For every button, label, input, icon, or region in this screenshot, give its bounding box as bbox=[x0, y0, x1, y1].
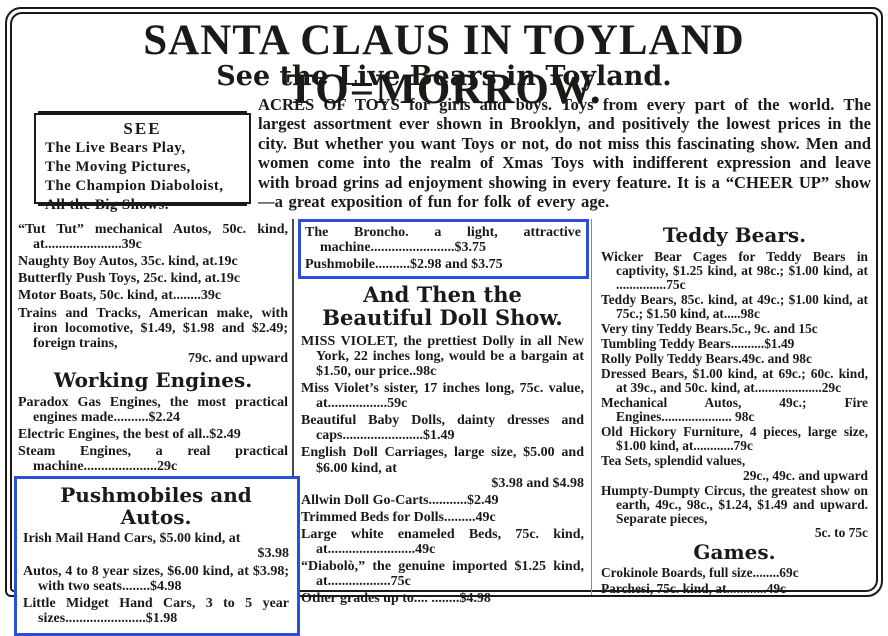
item-text: Allwin Doll Go-Carts...........$2.49 bbox=[301, 492, 499, 508]
item-text: Wicker Bear Cages for Teddy Bears in cap… bbox=[601, 248, 868, 292]
catalog-item: Very tiny Teddy Bears.5c., 9c. and 15c bbox=[601, 320, 868, 336]
see-box-line: The Live Bears Play, bbox=[45, 140, 186, 157]
catalog-item: Trimmed Beds for Dolls.........49c bbox=[301, 510, 584, 525]
see-box-line: The Moving Pictures, bbox=[45, 159, 191, 175]
see-box: SEE The Live Bears Play, The Moving Pict… bbox=[34, 113, 251, 213]
item-text: Dressed Bears, $1.00 kind, at 69c.; 60c.… bbox=[601, 366, 868, 396]
item-text: Beautiful Baby Dolls, dainty dresses and… bbox=[301, 413, 584, 444]
intro-paragraph: ACRES OF TOYS for girls and boys. Toys f… bbox=[258, 95, 871, 212]
catalog-item: Steam Engines, a real practical machine.… bbox=[18, 444, 288, 474]
item-text: Pushmobile..........$2.98 and $3.75 bbox=[305, 257, 503, 273]
item-text: English Doll Carriages, large size, $5.0… bbox=[301, 445, 584, 476]
item-text: Rolly Polly Teddy Bears.49c. and 98c bbox=[601, 351, 812, 367]
catalog-item: Mechanical Autos, 49c.; Fire Engines....… bbox=[601, 396, 868, 424]
catalog-item: Other grades up to.... ........$4.98 bbox=[301, 591, 584, 606]
see-box-line: All the Big Shows. bbox=[45, 196, 169, 213]
subheadline: See the Live Bears in Toyland. bbox=[216, 61, 672, 92]
catalog-item: Little Midget Hand Cars, 3 to 5 year siz… bbox=[23, 596, 289, 626]
item-text: Electric Engines, the best of all..$2.49 bbox=[18, 426, 241, 442]
item-text: Steam Engines, a real practical machine.… bbox=[18, 443, 288, 475]
item-text: Humpty-Dumpty Circus, the greatest show … bbox=[601, 482, 868, 526]
catalog-item: Humpty-Dumpty Circus, the greatest show … bbox=[601, 482, 868, 540]
item-price: 29c., 49c. and upward bbox=[743, 467, 868, 483]
item-text: Miss Violet’s sister, 17 inches long, 75… bbox=[301, 381, 584, 412]
item-text: Paradox Gas Engines, the most practical … bbox=[18, 394, 288, 425]
catalog-item: Irish Mail Hand Cars, $5.00 kind, at $3.9… bbox=[23, 531, 289, 561]
item-text: Butterfly Push Toys, 25c. kind, at.19c bbox=[18, 271, 241, 287]
column-middle: The Broncho. a light, attractive machine… bbox=[292, 219, 592, 606]
heading-doll-show: And Then the Beautiful Doll Show. bbox=[322, 282, 563, 330]
listing-columns: “Tut Tut” mechanical Autos, 50c. kind, a… bbox=[14, 219, 872, 636]
item-text: Crokinole Boards, full size........69c bbox=[601, 565, 799, 581]
item-text: Trains and Tracks, American make, with i… bbox=[18, 305, 288, 351]
heading-pushmobiles-autos: Pushmobiles and Autos. bbox=[60, 483, 252, 529]
catalog-item: Beautiful Baby Dolls, dainty dresses and… bbox=[301, 413, 584, 443]
item-text: Mechanical Autos, 49c.; Fire Engines....… bbox=[601, 395, 868, 425]
heading-games: Games. bbox=[693, 539, 776, 564]
catalog-item: Tumbling Teddy Bears..........$1.49 bbox=[601, 335, 868, 351]
item-price: $3.98 and $4.98 bbox=[491, 475, 584, 491]
catalog-item: English Doll Carriages, large size, $5.0… bbox=[301, 445, 584, 490]
item-price: 5c. to 75c bbox=[814, 524, 868, 540]
catalog-item: Tea Sets, splendid values, 29c., 49c. and… bbox=[601, 454, 868, 482]
heading-teddy-bears: Teddy Bears. bbox=[662, 223, 807, 247]
catalog-item: Butterfly Push Toys, 25c. kind, at.19c bbox=[18, 271, 288, 286]
catalog-item: Miss Violet’s sister, 17 inches long, 75… bbox=[301, 381, 584, 411]
catalog-item: “Diabolò,” the genuine imported $1.25 ki… bbox=[301, 559, 584, 589]
item-text: Trimmed Beds for Dolls.........49c bbox=[301, 509, 496, 525]
catalog-item: The Broncho. a light, attractive machine… bbox=[305, 225, 581, 255]
item-price: $3.98 bbox=[257, 546, 290, 562]
catalog-item: Old Hickory Furniture, 4 pieces, large s… bbox=[601, 425, 868, 453]
catalog-item: Paradox Gas Engines, the most practical … bbox=[18, 395, 288, 425]
headline: SANTA CLAUS IN TOYLAND TO=MORROW. bbox=[143, 17, 745, 113]
see-box-title: SEE bbox=[123, 119, 162, 138]
catalog-item: Motor Boats, 50c. kind, at........39c bbox=[18, 288, 288, 303]
catalog-item: Trains and Tracks, American make, with i… bbox=[18, 306, 288, 366]
catalog-item: Autos, 4 to 8 year sizes, $6.00 kind, at… bbox=[23, 564, 289, 594]
catalog-item: Large white enameled Beds, 75c. kind, at… bbox=[301, 527, 584, 557]
item-text: Tea Sets, splendid values, bbox=[601, 453, 746, 469]
column-left: “Tut Tut” mechanical Autos, 50c. kind, a… bbox=[14, 219, 300, 636]
item-text: Motor Boats, 50c. kind, at........39c bbox=[18, 288, 222, 304]
catalog-item: Parchesi, 75c. kind, at............49c bbox=[601, 580, 868, 596]
catalog-item: Dressed Bears, $1.00 kind, at 69c.; 60c.… bbox=[601, 367, 868, 395]
catalog-item: Crokinole Boards, full size........69c bbox=[601, 566, 868, 580]
heading-working-engines: Working Engines. bbox=[53, 367, 253, 392]
item-text: Parchesi, 75c. kind, at............49c bbox=[601, 580, 786, 596]
item-text: Very tiny Teddy Bears.5c., 9c. and 15c bbox=[601, 320, 818, 336]
catalog-item: Electric Engines, the best of all..$2.49 bbox=[18, 427, 288, 442]
catalog-item: Naughty Boy Autos, 35c. kind, at.19c bbox=[18, 254, 288, 269]
item-text: Naughty Boy Autos, 35c. kind, at.19c bbox=[18, 254, 238, 270]
catalog-item: Allwin Doll Go-Carts...........$2.49 bbox=[301, 493, 584, 508]
catalog-item: Rolly Polly Teddy Bears.49c. and 98c bbox=[601, 351, 868, 367]
item-text: The Broncho. a light, attractive machine… bbox=[305, 225, 581, 256]
item-text: Little Midget Hand Cars, 3 to 5 year siz… bbox=[23, 595, 289, 626]
catalog-item: MISS VIOLET, the prettiest Dolly in all … bbox=[301, 334, 584, 379]
catalog-item: Pushmobile..........$2.98 and $3.75 bbox=[305, 257, 581, 272]
item-text: Old Hickory Furniture, 4 pieces, large s… bbox=[601, 424, 868, 454]
item-text: Tumbling Teddy Bears..........$1.49 bbox=[601, 335, 795, 351]
item-text: Large white enameled Beds, 75c. kind, at… bbox=[301, 526, 584, 558]
see-box-line: The Champion Diaboloist, bbox=[45, 177, 224, 194]
column-right: Teddy Bears. Wicker Bear Cages for Teddy… bbox=[592, 219, 872, 595]
item-text: Other grades up to.... ........$4.98 bbox=[301, 591, 491, 607]
catalog-item: “Tut Tut” mechanical Autos, 50c. kind, a… bbox=[18, 222, 288, 252]
item-text: “Tut Tut” mechanical Autos, 50c. kind, a… bbox=[18, 222, 288, 253]
item-text: Teddy Bears, 85c. kind, at 49c.; $1.00 k… bbox=[601, 291, 868, 321]
item-price: 79c. and upward bbox=[188, 350, 288, 366]
item-text: Autos, 4 to 8 year sizes, $6.00 kind, at… bbox=[23, 563, 289, 594]
item-text: Irish Mail Hand Cars, $5.00 kind, at bbox=[23, 531, 241, 547]
catalog-item: Wicker Bear Cages for Teddy Bears in cap… bbox=[601, 248, 868, 292]
highlight-box-broncho: The Broncho. a light, attractive machine… bbox=[298, 219, 589, 280]
item-text: MISS VIOLET, the prettiest Dolly in all … bbox=[301, 333, 584, 379]
catalog-item: Teddy Bears, 85c. kind, at 49c.; $1.00 k… bbox=[601, 291, 868, 321]
highlight-box-pushmobiles: Pushmobiles and Autos. Irish Mail Hand C… bbox=[14, 476, 300, 636]
item-text: “Diabolò,” the genuine imported $1.25 ki… bbox=[301, 559, 584, 590]
